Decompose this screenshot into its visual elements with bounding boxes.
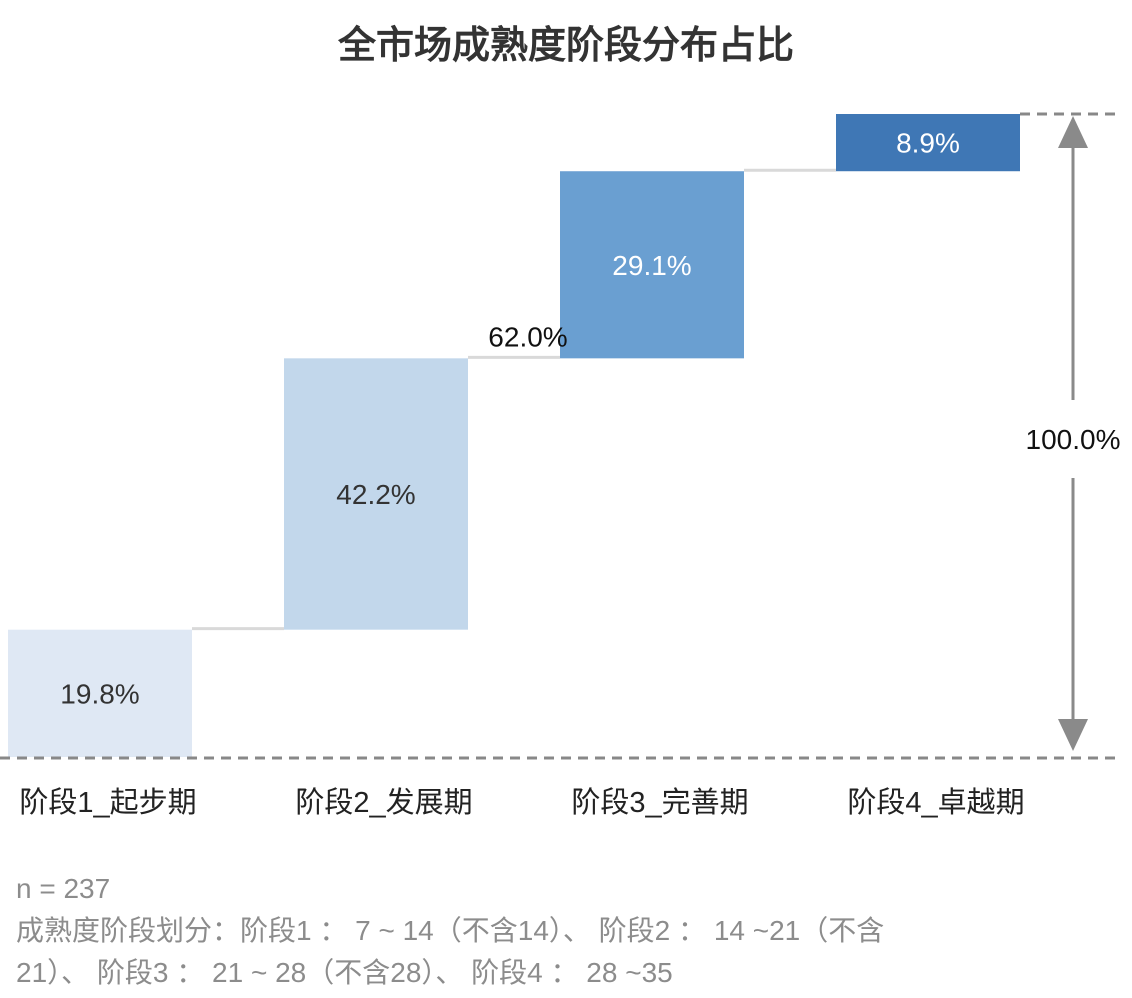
chart-title: 全市场成熟度阶段分布占比 — [337, 25, 794, 67]
category-label-1: 阶段1_起步期 — [19, 786, 196, 819]
stage-definition-note-line-2: 21）、 阶段3 ： 21 ~ 28（不含28）、 阶段4 ： 28 ~35 — [16, 957, 673, 988]
total-label: 100.0% — [1026, 424, 1121, 455]
waterfall-chart: 19.8% 阶段1_起步期 42.2% 阶段2_发展期 29.1% 阶段3_完善期 8.9%… — [0, 112, 1121, 819]
bar-value-label-1: 19.8% — [60, 678, 139, 709]
bar-2 — [284, 358, 468, 630]
category-label-2: 阶段2_发展期 — [295, 786, 472, 819]
subtotal-label: 62.0% — [488, 321, 567, 352]
category-label-3: 阶段3_完善期 — [571, 786, 748, 819]
total-arrow-up-head — [1058, 116, 1088, 148]
bar-value-label-2: 42.2% — [336, 479, 415, 510]
bar-value-label-4: 8.9% — [896, 128, 960, 159]
bar-3 — [560, 171, 744, 359]
bar-value-label-3: 29.1% — [612, 250, 691, 281]
bar-4 — [836, 114, 1020, 172]
stage-definition-note-line-1: 成熟度阶段划分：阶段1 ： 7 ~ 14（不含14）、 阶段2 ： 14 ~21… — [16, 915, 885, 946]
bar-1 — [8, 629, 192, 757]
category-label-4: 阶段4_卓越期 — [847, 786, 1024, 819]
sample-size-note: n = 237 — [16, 873, 111, 904]
chart-notes: n = 237 成熟度阶段划分：阶段1 ： 7 ~ 14（不含14）、 阶段2 … — [16, 868, 1116, 994]
total-arrow-down-head — [1058, 719, 1088, 751]
